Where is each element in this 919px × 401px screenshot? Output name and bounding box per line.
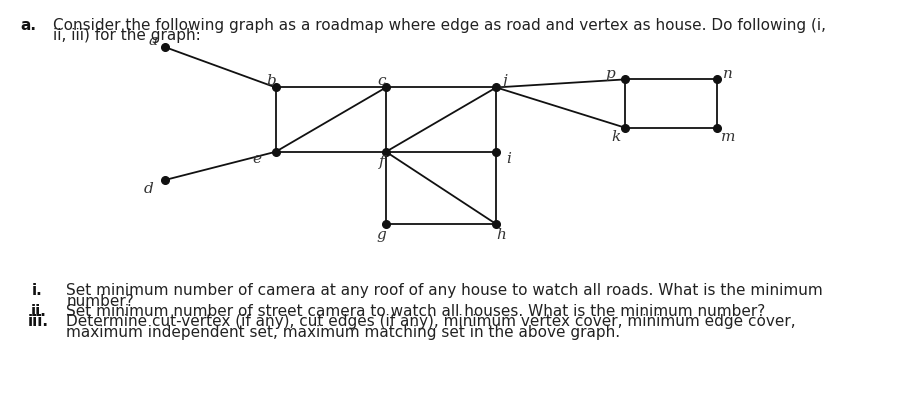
Text: k: k: [611, 130, 620, 144]
Text: d: d: [144, 182, 153, 195]
Text: Consider the following graph as a roadmap where edge as road and vertex as house: Consider the following graph as a roadma…: [53, 18, 826, 33]
Text: h: h: [496, 227, 505, 241]
Text: i.: i.: [32, 283, 43, 298]
Text: maximum independent set, maximum matching set in the above graph.: maximum independent set, maximum matchin…: [66, 324, 620, 339]
Text: number?: number?: [66, 294, 134, 308]
Text: a: a: [149, 34, 158, 48]
Text: i: i: [505, 152, 511, 166]
Text: j: j: [503, 74, 508, 88]
Text: ii, iii) for the graph:: ii, iii) for the graph:: [53, 28, 201, 43]
Text: g: g: [377, 227, 386, 241]
Text: m: m: [720, 130, 735, 144]
Text: ii.: ii.: [30, 304, 46, 318]
Text: b: b: [267, 74, 276, 88]
Text: c: c: [377, 74, 386, 88]
Text: a.: a.: [20, 18, 36, 33]
Text: f: f: [379, 154, 384, 168]
Text: e: e: [253, 152, 262, 166]
Text: iii.: iii.: [28, 314, 49, 328]
Text: Set minimum number of street camera to watch all houses. What is the minimum num: Set minimum number of street camera to w…: [66, 304, 766, 318]
Text: Set minimum number of camera at any roof of any house to watch all roads. What i: Set minimum number of camera at any roof…: [66, 283, 823, 298]
Text: Determine cut-vertex (if any), cut edges (if any), minimum vertex cover, minimum: Determine cut-vertex (if any), cut edges…: [66, 314, 796, 328]
Text: n: n: [723, 67, 732, 81]
Text: p: p: [606, 67, 615, 81]
